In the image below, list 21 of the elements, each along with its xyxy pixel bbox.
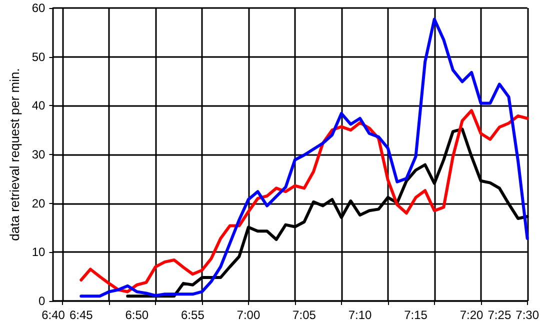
x-tick-label: 6:50 [125,308,149,322]
x-tick-label: 6:55 [181,308,205,322]
x-tick-label: 6:40 [42,308,66,322]
x-tick-label: 7:10 [348,308,372,322]
y-tick-label: 20 [32,196,46,210]
x-tick-label: 6:45 [69,308,94,322]
y-tick-label: 60 [32,1,46,15]
x-tick-label: 7:20 [460,308,484,322]
y-tick-label: 0 [38,294,46,308]
y-tick-label: 50 [32,50,46,64]
x-tick-label: 7:25 [488,308,512,322]
line-series [80,18,529,298]
y-axis-title: data retrieval request per min. [7,68,22,241]
x-tick-label: 7:00 [236,308,260,322]
line-series [80,109,529,294]
x-tick-label: 7:15 [404,308,428,322]
y-tick-label: 40 [32,98,46,113]
y-tick-label: 10 [32,245,46,260]
y-tick-label: 30 [32,148,46,162]
x-tick-label: 7:30 [516,308,540,322]
x-tick-label: 7:05 [292,308,316,322]
